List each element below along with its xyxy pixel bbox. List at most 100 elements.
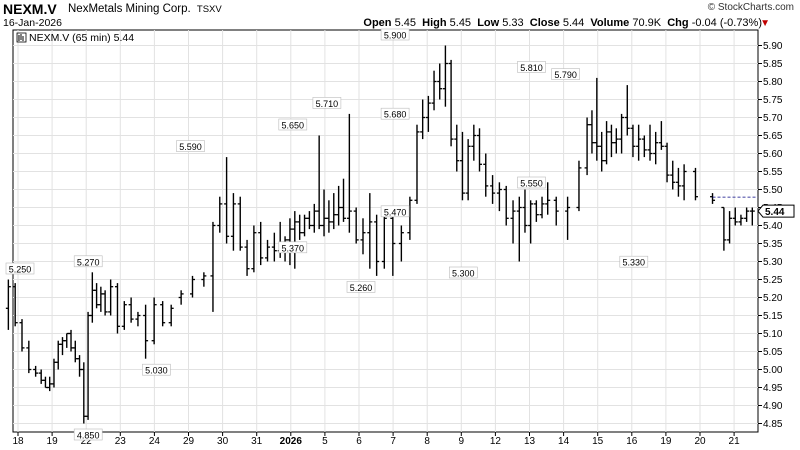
y-tick-label: 5.20 — [763, 293, 783, 304]
annotation-label: 5.250 — [9, 265, 32, 275]
ohlc-bar — [360, 218, 366, 255]
annotation-box — [551, 68, 580, 80]
y-tick-label: 5.50 — [763, 185, 783, 196]
chg-value: -0.04 (-0.73%) — [691, 17, 762, 29]
price-annotation: 5.270 — [73, 255, 103, 267]
ohlc-bar — [721, 206, 727, 251]
ohlc-bar — [483, 153, 489, 197]
ohlc-bar — [619, 113, 625, 154]
annotation-label: 5.270 — [77, 257, 100, 267]
x-tick-label: 8 — [424, 436, 430, 447]
high-value: 5.45 — [449, 17, 472, 29]
y-tick-label: 5.40 — [763, 221, 783, 232]
price-annotations: 5.250 4.850 5.270 5.030 5.590 5.650 5.370 5.710… — [5, 28, 649, 441]
ohlc-bar — [143, 304, 149, 359]
annotation-label: 5.260 — [350, 283, 373, 293]
x-tick-label: 2026 — [280, 436, 303, 447]
ohlc-bar — [128, 297, 134, 323]
price-annotation: 5.650 — [278, 118, 308, 131]
y-tick-label: 5.30 — [763, 257, 783, 268]
y-tick-label: 5.80 — [763, 77, 783, 88]
ohlc-bar — [38, 369, 44, 384]
price-annotation: 5.250 — [5, 262, 35, 275]
ohlc-bar — [630, 124, 636, 158]
ohlc-bar — [353, 207, 359, 244]
ohlc-bar — [108, 279, 114, 316]
ohlc-bar — [496, 182, 502, 212]
ohlc-bar — [624, 85, 630, 136]
ohlc-bar — [64, 332, 70, 348]
ohlc-bar — [477, 128, 483, 172]
chart-date: 16-Jan-2026 — [3, 17, 62, 29]
volume-label: Volume — [590, 17, 630, 29]
y-tick-label: 4.85 — [763, 419, 783, 430]
low-value: 5.33 — [502, 17, 524, 29]
legend-icon — [16, 32, 27, 43]
ohlc-bar — [160, 301, 166, 327]
ohlc-summary: Open 5.45 High 5.45 Low 5.33 Close 5.44 … — [363, 17, 762, 29]
ohlc-bar — [12, 283, 18, 327]
price-annotation: 5.790 — [551, 68, 580, 80]
annotation-box — [517, 61, 546, 73]
ohlc-bar — [471, 124, 477, 161]
ohlc-bar — [94, 283, 100, 309]
x-tick-label: 5 — [322, 436, 328, 447]
ohlc-bar — [647, 124, 653, 161]
ohlc-bar — [190, 275, 195, 298]
annotation-box — [448, 266, 478, 279]
close-value: 5.44 — [562, 17, 585, 29]
grid-lines — [13, 30, 758, 432]
annotation-label: 5.680 — [384, 110, 407, 120]
annotation-box — [517, 176, 546, 189]
price-annotation: 5.300 — [448, 266, 478, 279]
ohlc-bar — [33, 365, 39, 377]
ohlc-bar — [381, 211, 387, 269]
x-tick-label: 12 — [490, 436, 502, 447]
price-annotation: 5.710 — [312, 97, 342, 109]
annotation-label: 5.300 — [452, 269, 475, 279]
y-tick-label: 5.75 — [763, 95, 783, 106]
x-tick-label: 23 — [115, 436, 127, 447]
ohlc-bar — [539, 196, 545, 219]
ohlc-bar — [599, 131, 605, 172]
ohlc-bar — [420, 99, 426, 140]
ohlc-bar — [710, 193, 716, 204]
x-tick-label: 15 — [592, 436, 604, 447]
x-tick-label: 14 — [558, 436, 570, 447]
annotation-label: 5.710 — [316, 99, 339, 109]
ohlc-bar — [414, 124, 420, 204]
x-tick-label: 19 — [47, 436, 59, 447]
ohlc-bar — [326, 200, 332, 233]
annotation-label: 5.550 — [520, 179, 543, 189]
ohlc-bar — [55, 340, 61, 370]
ohlc-bar — [653, 131, 659, 165]
ohlc-bar — [732, 207, 738, 226]
ohlc-bar — [341, 178, 347, 222]
ohlc-bar — [613, 128, 619, 154]
copyright: © StockCharts.com — [707, 2, 794, 13]
y-tick-label: 5.65 — [763, 131, 783, 142]
open-label: Open — [363, 17, 392, 29]
ohlc-bar — [390, 207, 396, 276]
annotation-box — [176, 140, 205, 152]
ohlc-bar — [584, 117, 590, 176]
annotation-box — [380, 28, 410, 41]
y-tick-label: 5.10 — [763, 329, 783, 340]
x-tick-label: 19 — [660, 436, 672, 447]
annotation-box — [346, 281, 376, 293]
ohlc-bar — [331, 193, 337, 230]
ohlc-bar — [522, 189, 528, 233]
ohlc-bar — [604, 121, 610, 165]
last-price-tag — [757, 204, 795, 218]
ohlc-bar — [589, 110, 595, 154]
annotation-box — [380, 205, 410, 218]
ohlc-bar — [178, 290, 184, 305]
price-annotation: 5.590 — [176, 140, 205, 152]
x-tick-label: 9 — [459, 436, 465, 447]
ohlc-bar — [738, 214, 744, 226]
ohlc-bar — [367, 193, 373, 269]
y-tick-label: 5.55 — [763, 167, 783, 178]
close-label: Close — [529, 17, 560, 29]
volume-value: 70.9K — [632, 17, 662, 29]
